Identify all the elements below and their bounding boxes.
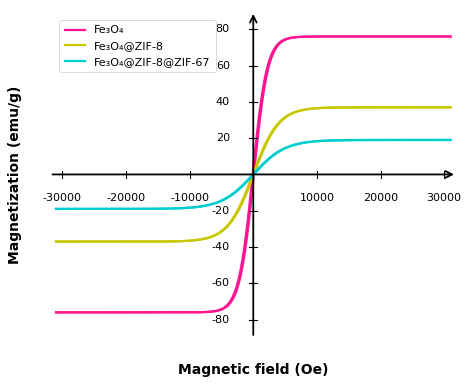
Text: 40: 40	[216, 97, 230, 107]
Text: 20: 20	[216, 133, 230, 143]
Text: -40: -40	[212, 242, 230, 252]
Text: -80: -80	[212, 315, 230, 325]
Text: -20: -20	[212, 206, 230, 216]
Text: -30000: -30000	[43, 193, 82, 203]
Text: 30000: 30000	[427, 193, 462, 203]
Text: Magnetization (emu/g): Magnetization (emu/g)	[8, 85, 22, 264]
Text: 20000: 20000	[363, 193, 398, 203]
Text: 10000: 10000	[300, 193, 334, 203]
Text: -60: -60	[212, 278, 230, 288]
Text: -20000: -20000	[107, 193, 146, 203]
Text: 80: 80	[216, 24, 230, 34]
Text: -10000: -10000	[170, 193, 209, 203]
Text: Magnetic field (Oe): Magnetic field (Oe)	[178, 363, 328, 377]
Text: 60: 60	[216, 61, 230, 71]
Legend: Fe₃O₄, Fe₃O₄@ZIF-8, Fe₃O₄@ZIF-8@ZIF-67: Fe₃O₄, Fe₃O₄@ZIF-8, Fe₃O₄@ZIF-8@ZIF-67	[59, 20, 216, 72]
